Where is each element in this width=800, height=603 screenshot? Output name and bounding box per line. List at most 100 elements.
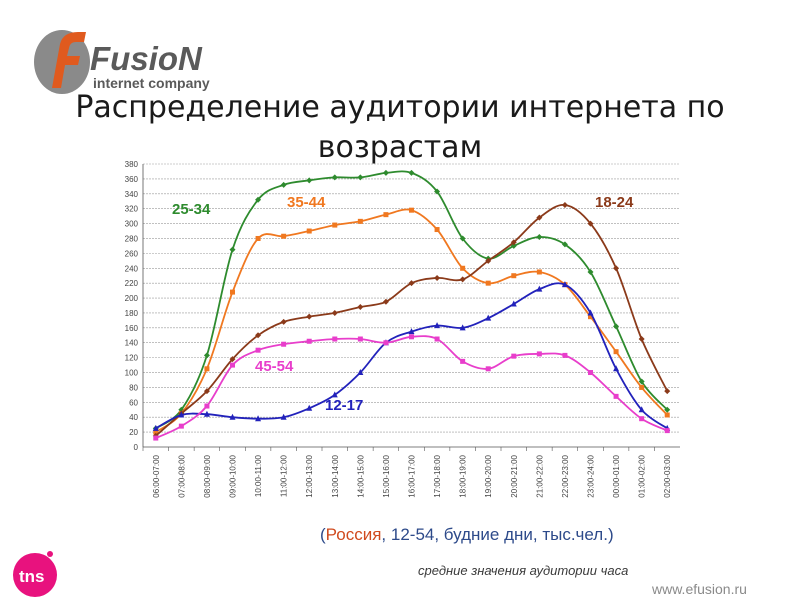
y-axis: 0 20 40 60 80 100 120 140 160 180 200 220 240 260 280 3… [125,160,144,452]
series-18-24-point [306,313,313,320]
y-tick-label: 0 [134,443,139,452]
series-18-24-point [485,257,492,264]
y-tick-label: 200 [125,294,139,303]
x-tick-label: 07:00-08:00 [177,454,186,497]
series-12-17-point [229,413,236,420]
series-25-34-label: 25-34 [172,201,211,218]
y-tick-label: 340 [125,190,139,199]
series-45-54-point [281,341,287,347]
series-12-17-point [561,281,568,288]
series-18-24-point [203,388,210,395]
series-12-17-point [152,424,159,431]
series-25-34-point [331,174,338,181]
series-45-54-point [613,393,619,399]
series-25-34-point [459,235,466,242]
series-12-17-point [331,391,338,398]
series-35-44-point [639,384,645,390]
series-35-44-point [357,218,363,224]
series-12-17-point [587,309,594,316]
x-axis: 06:00-07:00 07:00-08:00 08:00-09:00 09:00-1… [142,446,680,498]
series-45-54-point [588,370,593,376]
series-12-17-point [357,369,364,376]
series-45-54-line [155,335,668,439]
series-25-34-point [613,323,620,330]
y-tick-label: 160 [125,324,139,333]
series-12-17-point [638,406,645,413]
x-tick-label: 08:00-09:00 [203,454,212,497]
series-35-44-point [434,227,440,233]
y-tick-label: 40 [129,413,138,422]
series-12-17-point [510,300,517,307]
y-tick-label: 320 [125,205,139,214]
subtitle-open: ( [320,525,326,544]
series-12-17-label: 12-17 [325,397,363,414]
x-tick-label: 00:00-01:00 [612,454,621,497]
y-tick-label: 380 [125,160,139,169]
series-12-17-point [255,415,262,422]
fusion-logo-brand: FusioN [90,40,203,77]
series-45-54-point [409,334,414,340]
series-18-24-point [255,332,262,339]
series-35-44-line [155,208,668,433]
subtitle-country: Россия [325,525,382,544]
series-25-34-point [306,177,313,184]
series-35-44-point [511,273,517,279]
y-tick-label: 60 [129,398,138,407]
series-25-34-point [203,352,210,359]
series-18-24-point [357,303,364,310]
x-tick-label: 14:00-15:00 [356,454,365,497]
series-45-54-point [204,403,210,409]
chart-note: средние значения аудитории часа [418,563,629,578]
series-18-24-point [664,388,671,395]
x-tick-label: 01:00-02:00 [638,454,647,497]
series-lines [152,169,671,441]
series-45-54-point [255,347,261,353]
series-35-44-label: 35-44 [287,194,326,211]
x-tick-label: 19:00-20:00 [484,454,493,497]
y-tick-label: 360 [125,175,139,184]
series-35-44-point [306,228,312,234]
subtitle-rest: , 12-54, будние дни, тыс.чел.) [381,525,614,544]
series-12-17-point [434,322,441,329]
series-18-24-point [561,201,568,208]
series-25-34-point [280,181,287,188]
series-45-54-point [230,362,235,368]
series-18-24-point [382,298,389,305]
y-tick-label: 280 [125,234,139,243]
series-35-44-point [485,280,491,286]
series-25-34-point [357,174,364,181]
series-45-54-point [357,336,363,342]
series-35-44-point [383,212,389,218]
series-35-44-point [588,314,593,320]
series-18-24-point [459,276,466,283]
series-12-17-point [203,410,210,417]
series-35-44-point [332,222,338,228]
y-tick-label: 300 [125,220,139,229]
series-45-54-point [562,352,568,358]
series-35-44-point [153,429,159,435]
series-25-34-point [382,169,389,176]
website-link[interactable]: www.efusion.ru [652,581,747,597]
series-45-54-point [332,336,338,342]
series-12-17-line [155,282,668,430]
x-tick-label: 11:00-12:00 [280,454,289,497]
series-35-44-point [460,265,466,271]
series-45-54-point [664,428,670,434]
x-tick-label: 10:00-11:00 [254,454,263,497]
series-45-54-point [511,353,517,359]
series-45-54-point [485,366,491,372]
series-18-24-point [613,265,620,272]
series-18-24-point [587,220,594,227]
series-45-54-point [153,435,159,441]
series-18-24-line [155,204,669,437]
tns-logo-dot [47,551,53,557]
series-18-24-point [510,239,517,246]
series-18-24-label: 18-24 [595,194,634,211]
y-tick-label: 180 [125,309,139,318]
x-tick-label: 18:00-19:00 [459,454,468,497]
series-12-17-point [536,285,543,292]
series-18-24-point [408,280,415,287]
series-45-54-point [178,423,184,429]
x-tick-label: 09:00-10:00 [229,454,238,497]
